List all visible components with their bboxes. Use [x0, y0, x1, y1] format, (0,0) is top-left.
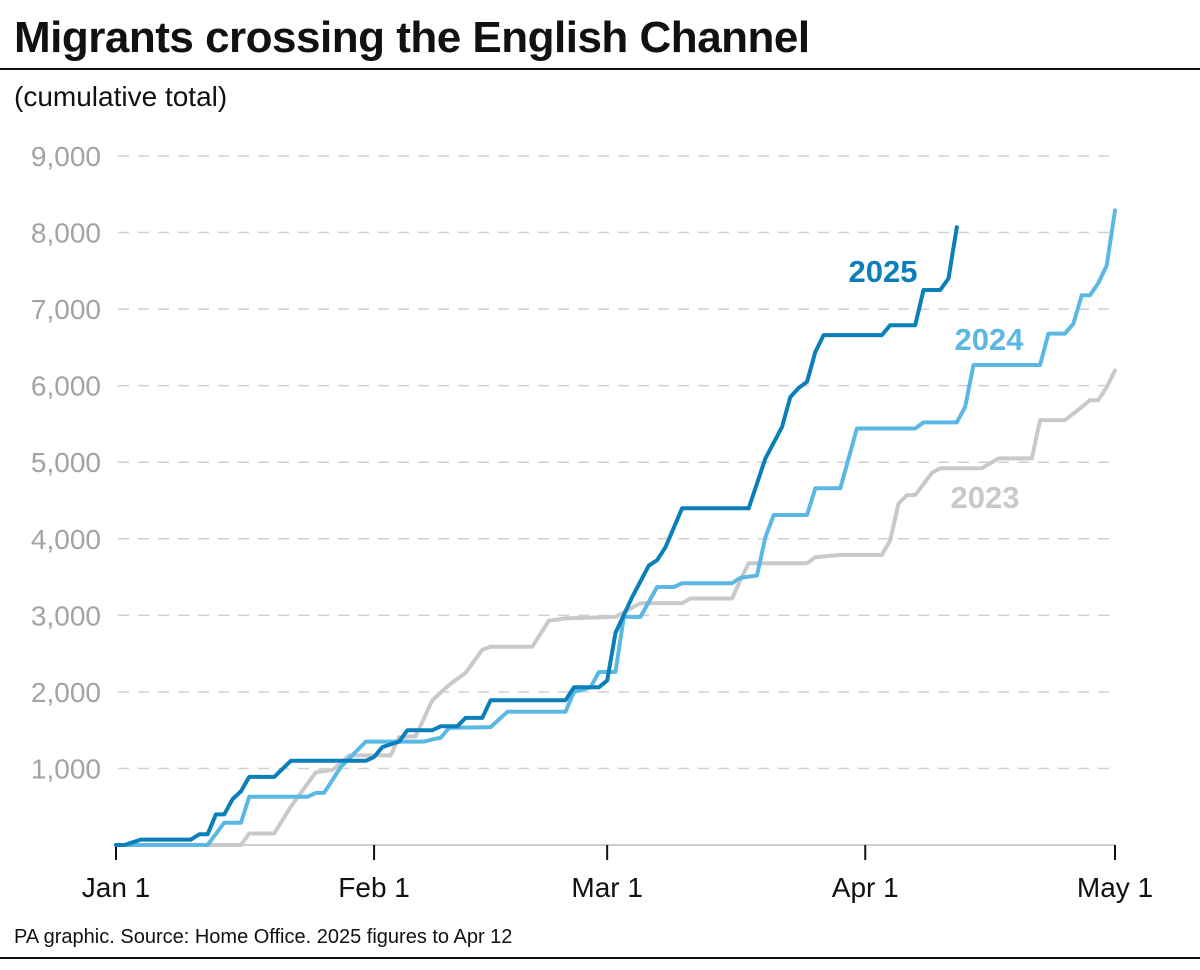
- x-tick-label: Apr 1: [832, 872, 899, 903]
- x-tick-label: Mar 1: [571, 872, 643, 903]
- y-tick-label: 3,000: [31, 600, 101, 631]
- gridlines: [118, 155, 1115, 770]
- series-lines: [114, 208, 1117, 847]
- x-axis: Jan 1 Feb 1 Mar 1 Apr 1 May 1: [82, 844, 1153, 903]
- series-label-2024: 2024: [955, 322, 1025, 357]
- series-line-2025: [114, 225, 959, 847]
- y-tick-label: 4,000: [31, 524, 101, 555]
- y-tick-label: 6,000: [31, 371, 101, 402]
- y-tick-label: 8,000: [31, 218, 101, 249]
- series-label-2025: 2025: [849, 254, 918, 289]
- series-line-2023: [114, 368, 1117, 847]
- series-line-2024: [114, 208, 1117, 847]
- y-tick-label: 5,000: [31, 447, 101, 478]
- y-tick-label: 9,000: [31, 141, 101, 172]
- y-axis: 1,000 2,000 3,000 4,000 5,000 6,000 7,000 8,000…: [31, 141, 101, 784]
- chart-title: Migrants crossing the English Channel: [14, 13, 810, 62]
- x-tick-label: Jan 1: [82, 872, 151, 903]
- x-tick-label: May 1: [1077, 872, 1153, 903]
- series-labels: 2023 2024 2025: [849, 254, 1025, 515]
- source-note: PA graphic. Source: Home Office. 2025 fi…: [14, 926, 512, 948]
- series-label-2023: 2023: [951, 480, 1020, 515]
- y-tick-label: 7,000: [31, 294, 101, 325]
- x-tick-label: Feb 1: [338, 872, 410, 903]
- y-tick-label: 1,000: [31, 753, 101, 784]
- chart-subtitle: (cumulative total): [14, 81, 227, 112]
- y-tick-label: 2,000: [31, 677, 101, 708]
